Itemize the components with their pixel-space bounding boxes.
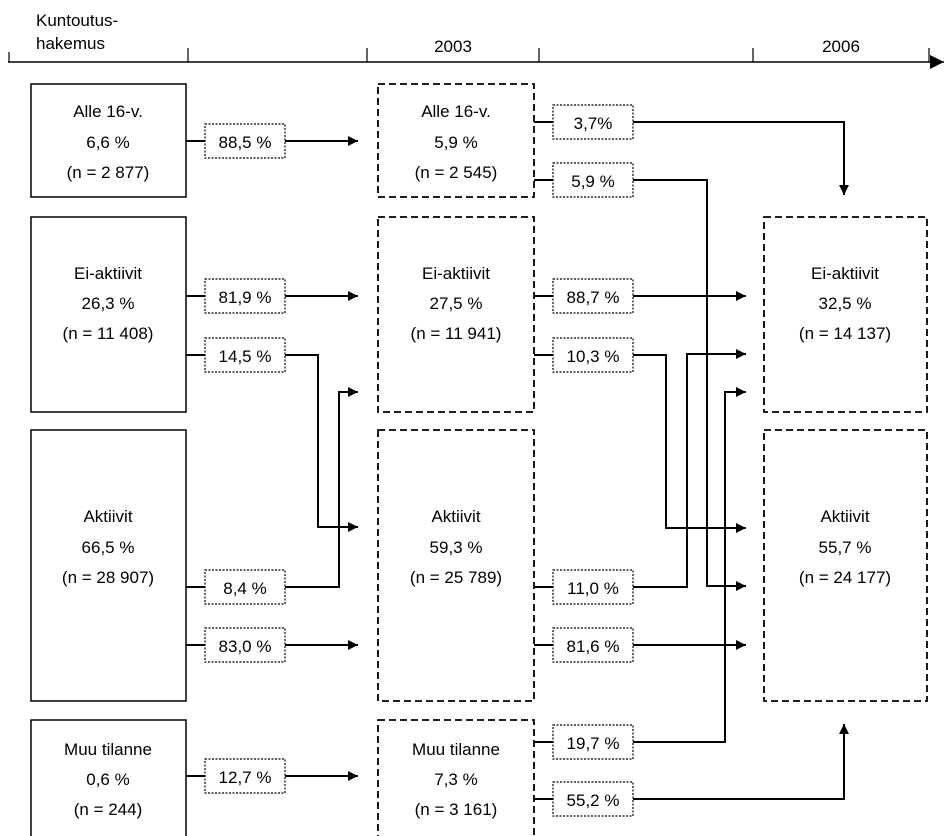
box-col2-aktiivit: Aktiivit 59,3 % (n = 25 789) [377, 429, 535, 702]
box-col2-eiaktiivit: Ei-aktiivit 27,5 % (n = 11 941) [377, 216, 535, 413]
svg-text:(n = 24 177): (n = 24 177) [799, 568, 891, 587]
pct-label: 11,0 % [552, 569, 634, 605]
pct-label: 10,3 % [552, 337, 634, 373]
svg-text:Muu tilanne: Muu tilanne [412, 740, 500, 759]
svg-text:(n = 25 789): (n = 25 789) [410, 568, 502, 587]
svg-text:32,5 %: 32,5 % [819, 294, 872, 313]
svg-text:(n = 14 137): (n = 14 137) [799, 324, 891, 343]
svg-text:0,6 %: 0,6 % [86, 770, 129, 789]
year-2003-label: 2003 [434, 37, 472, 56]
svg-text:Muu tilanne: Muu tilanne [64, 740, 152, 759]
svg-text:Alle 16-v.: Alle 16-v. [421, 102, 491, 121]
svg-text:19,7 %: 19,7 % [567, 734, 620, 753]
svg-text:(n = 11 941): (n = 11 941) [411, 324, 502, 343]
svg-text:3,7%: 3,7% [574, 114, 613, 133]
svg-text:55,2 %: 55,2 % [567, 791, 620, 810]
pct-label: 55,2 % [552, 781, 634, 817]
box-col2-alle16: Alle 16-v. 5,9 % (n = 2 545) [377, 83, 535, 198]
svg-text:Ei-aktiivit: Ei-aktiivit [74, 264, 142, 283]
svg-text:(n = 2 877): (n = 2 877) [67, 163, 150, 182]
box-col1-muu: Muu tilanne 0,6 % (n = 244) [30, 719, 187, 836]
pct-label: 83,0 % [204, 627, 286, 663]
flow-arrow [534, 724, 849, 800]
svg-text:59,3 %: 59,3 % [430, 538, 483, 557]
pct-label: 81,6 % [552, 627, 634, 663]
svg-text:Aktiivit: Aktiivit [820, 507, 869, 526]
flow-arrow [534, 387, 746, 743]
pct-label: 5,9 % [552, 162, 634, 198]
box-col1-eiaktiivit: Ei-aktiivit 26,3 % (n = 11 408) [30, 216, 187, 413]
pct-label: 3,7% [552, 104, 634, 140]
year-2006-label: 2006 [822, 37, 860, 56]
svg-text:83,0 %: 83,0 % [219, 637, 272, 656]
svg-text:(n = 244): (n = 244) [74, 800, 143, 819]
svg-text:Alle 16-v.: Alle 16-v. [73, 102, 143, 121]
timeline-start-label: Kuntoutus- [36, 11, 118, 30]
svg-text:Ei-aktiivit: Ei-aktiivit [811, 264, 879, 283]
box-col2-muu: Muu tilanne 7,3 % (n = 3 161) [377, 719, 535, 836]
svg-text:88,7 %: 88,7 % [567, 288, 620, 307]
svg-text:5,9 %: 5,9 % [571, 172, 614, 191]
svg-text:11,0 %: 11,0 % [567, 579, 619, 598]
svg-text:12,7 %: 12,7 % [219, 768, 272, 787]
svg-text:14,5 %: 14,5 % [219, 347, 272, 366]
svg-text:26,3 %: 26,3 % [82, 294, 135, 313]
pct-label: 8,4 % [204, 569, 286, 605]
timeline: Kuntoutus- hakemus 2003 2006 [8, 11, 944, 69]
svg-text:(n = 3 161): (n = 3 161) [415, 800, 498, 819]
flow-arrow [534, 354, 746, 533]
flow-arrow [534, 121, 849, 195]
svg-text:6,6 %: 6,6 % [86, 133, 129, 152]
svg-text:55,7 %: 55,7 % [819, 538, 872, 557]
pct-label: 88,5 % [204, 123, 286, 159]
svg-text:81,6 %: 81,6 % [567, 637, 620, 656]
svg-text:(n = 11 408): (n = 11 408) [63, 324, 154, 343]
svg-text:Aktiivit: Aktiivit [83, 507, 132, 526]
pct-label: 81,9 % [204, 278, 286, 314]
flow-arrow [186, 354, 358, 532]
svg-text:8,4 %: 8,4 % [223, 579, 266, 598]
box-col3-eiaktiivit: Ei-aktiivit 32,5 % (n = 14 137) [763, 216, 928, 413]
svg-text:66,5 %: 66,5 % [82, 538, 135, 557]
timeline-start-label: hakemus [36, 34, 105, 53]
box-col1-alle16: Alle 16-v. 6,6 % (n = 2 877) [30, 83, 187, 198]
svg-text:10,3 %: 10,3 % [567, 347, 620, 366]
svg-text:27,5 %: 27,5 % [430, 294, 483, 313]
pct-label: 14,5 % [204, 337, 286, 373]
flow-arrow [534, 349, 746, 588]
flow-arrow [186, 387, 358, 588]
pct-label: 19,7 % [552, 724, 634, 760]
pct-label: 88,7 % [552, 278, 634, 314]
svg-text:(n = 28 907): (n = 28 907) [62, 568, 154, 587]
svg-text:5,9 %: 5,9 % [434, 133, 477, 152]
svg-text:7,3 %: 7,3 % [434, 770, 477, 789]
svg-text:88,5 %: 88,5 % [219, 133, 272, 152]
svg-text:(n = 2 545): (n = 2 545) [415, 163, 498, 182]
box-col3-aktiivit: Aktiivit 55,7 % (n = 24 177) [763, 429, 928, 702]
svg-text:81,9 %: 81,9 % [219, 288, 272, 307]
box-col1-aktiivit: Aktiivit 66,5 % (n = 28 907) [30, 429, 187, 702]
svg-text:Ei-aktiivit: Ei-aktiivit [422, 264, 490, 283]
pct-label: 12,7 % [204, 758, 286, 794]
flow-arrow [534, 179, 746, 591]
svg-text:Aktiivit: Aktiivit [431, 507, 480, 526]
